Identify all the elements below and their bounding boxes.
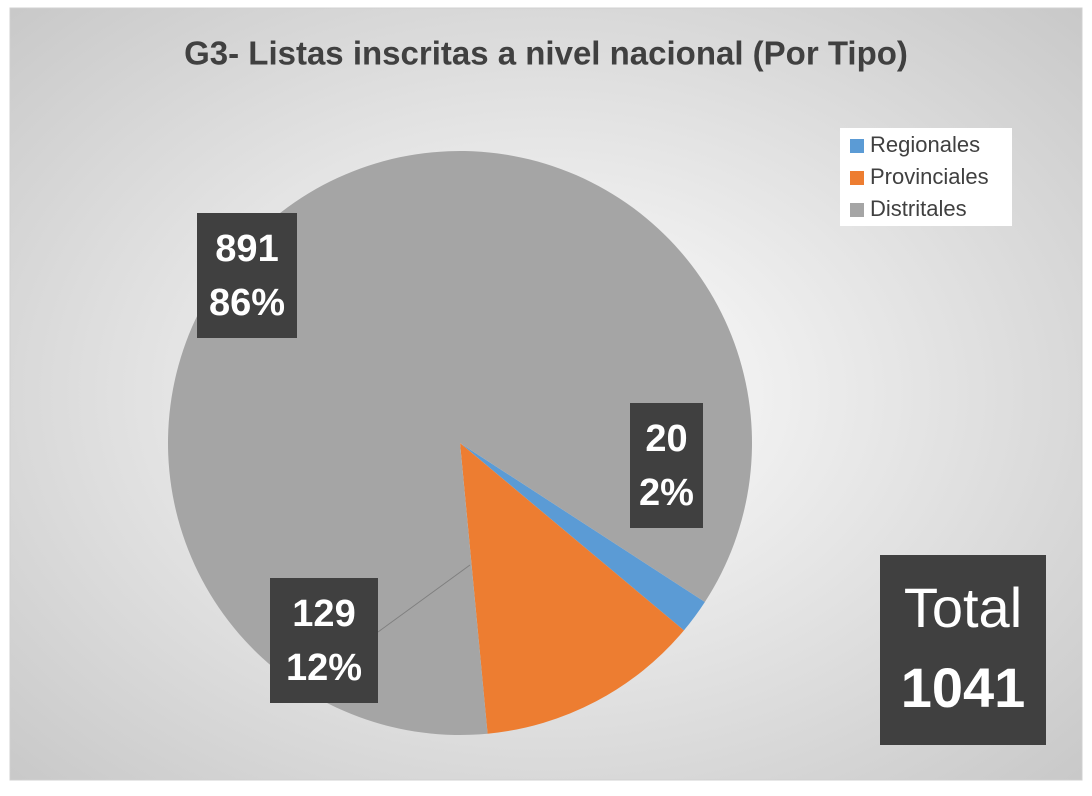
total-box xyxy=(880,555,1046,745)
label-box xyxy=(630,403,703,528)
legend-label: Provinciales xyxy=(870,164,989,189)
total-value: 1041 xyxy=(901,656,1026,719)
percent-label: 2% xyxy=(639,472,694,514)
data-label: 20 xyxy=(645,418,687,460)
percent-label: 86% xyxy=(209,282,285,324)
chart-title: G3- Listas inscritas a nivel nacional (P… xyxy=(184,35,908,72)
total-label: Total xyxy=(904,576,1022,639)
leader-line xyxy=(377,564,471,633)
percent-label: 12% xyxy=(286,647,362,689)
label-box xyxy=(270,578,378,703)
legend-swatch xyxy=(850,171,864,185)
data-label: 891 xyxy=(215,228,278,270)
legend-swatch xyxy=(850,203,864,217)
label-box xyxy=(197,213,297,338)
pie-slice xyxy=(460,443,705,631)
legend-box xyxy=(840,128,1012,226)
legend-swatch xyxy=(850,139,864,153)
legend-label: Distritales xyxy=(870,196,967,221)
legend-label: Regionales xyxy=(870,132,980,157)
data-label: 129 xyxy=(292,593,355,635)
pie-slice xyxy=(460,443,684,734)
